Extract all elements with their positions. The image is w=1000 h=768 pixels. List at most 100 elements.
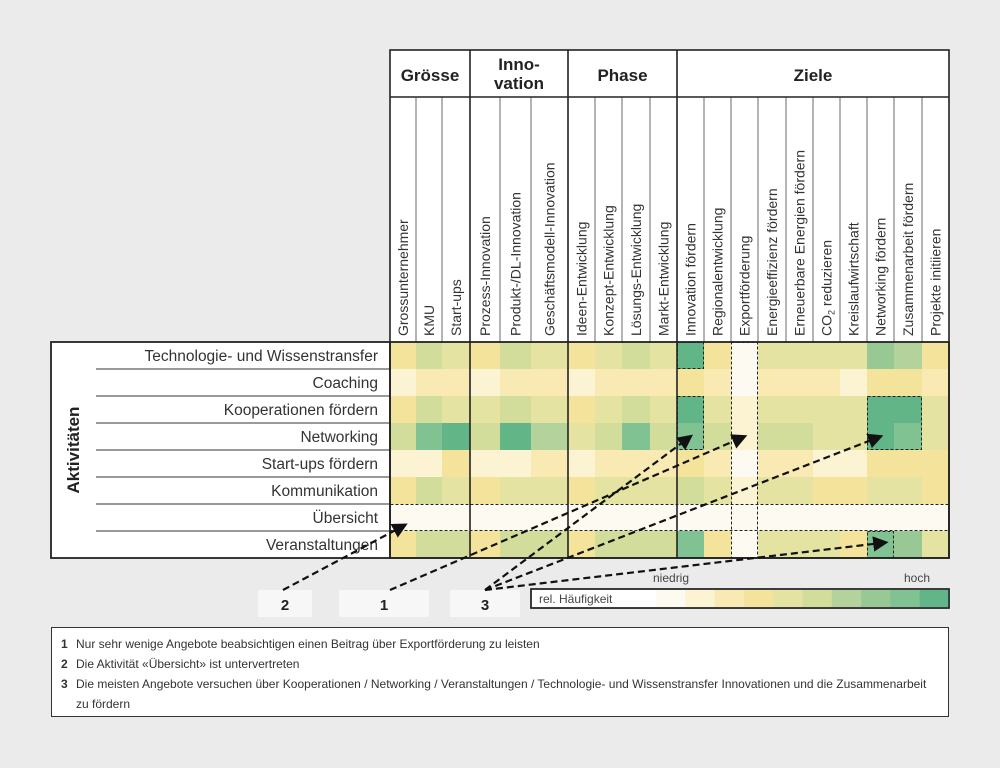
marker-label: 1 (380, 597, 388, 614)
heatmap-cell (731, 450, 759, 478)
heatmap-cell (622, 504, 651, 532)
heatmap-cell (813, 531, 841, 559)
heatmap-cell (840, 342, 868, 370)
heatmap-cell (677, 504, 705, 532)
row-label: Coaching (313, 375, 379, 392)
legend-swatch (802, 590, 833, 607)
heatmap-cell (416, 342, 443, 370)
row-label: Networking (300, 429, 378, 446)
heatmap-cell (813, 396, 841, 424)
heatmap-cell (786, 342, 814, 370)
heatmap-cell (894, 450, 923, 478)
legend-swatch (861, 590, 891, 607)
highlight-box (390, 504, 949, 531)
heatmap-cell (390, 396, 417, 424)
heatmap-cell (786, 369, 814, 397)
heatmap-cell (568, 477, 596, 505)
heatmap-cell (622, 396, 651, 424)
highlight-box (731, 342, 758, 558)
legend-swatch (773, 590, 803, 607)
legend-swatch (890, 590, 920, 607)
heatmap-cell (622, 369, 651, 397)
heatmap-cell (840, 477, 868, 505)
heatmap-cell (894, 396, 923, 424)
heatmap-cell (650, 477, 678, 505)
heatmap-cell (622, 531, 651, 559)
heatmap-cell (442, 450, 471, 478)
heatmap-cell (867, 423, 895, 451)
heatmap-cell (677, 342, 705, 370)
heatmap-cell (840, 450, 868, 478)
heatmap-cell (500, 396, 532, 424)
heatmap-cell (595, 450, 623, 478)
group-label-innovation: Inno-vation (494, 55, 544, 93)
heatmap-cell (568, 531, 596, 559)
heatmap-cell (442, 531, 471, 559)
legend-swatch (656, 590, 686, 607)
heatmap-cell (677, 423, 705, 451)
legend-title: rel. Häufigkeit (539, 592, 613, 606)
heatmap-cell (922, 477, 950, 505)
row-label: Kooperationen fördern (224, 402, 378, 419)
footnote-text: Die meisten Angebote versuchen über Koop… (76, 677, 927, 711)
heatmap-cell (568, 423, 596, 451)
heatmap-cell (416, 450, 443, 478)
heatmap-cell (470, 369, 501, 397)
column-label: Grossunternehmer (395, 219, 411, 336)
grid-frame (50, 341, 950, 559)
marker-label: 3 (481, 597, 489, 614)
footnote-number: 3 (61, 677, 68, 691)
heatmap-cell (500, 477, 532, 505)
heatmap-cell (922, 423, 950, 451)
heatmap-cell (442, 396, 471, 424)
heatmap-cell (568, 369, 596, 397)
heatmap-cell (595, 396, 623, 424)
heatmap-cell (390, 342, 417, 370)
heatmap-cell (922, 369, 950, 397)
heatmap-cell (813, 369, 841, 397)
heatmap-cell (922, 450, 950, 478)
column-label: Kreislaufwirtschaft (846, 222, 862, 336)
heatmap-cell (677, 531, 705, 559)
heatmap-cell (416, 504, 443, 532)
heatmap-cell (531, 450, 569, 478)
heatmap-cell (622, 450, 651, 478)
heatmap-cell (786, 504, 814, 532)
heatmap-cell (867, 450, 895, 478)
marker-arrow (484, 536, 889, 592)
footnote-3: 3 Die meisten Angebote versuchen über Ko… (61, 674, 936, 714)
marker-box (258, 590, 312, 617)
heatmap-cell (758, 396, 787, 424)
heatmap-cell (731, 369, 759, 397)
heatmap-cell (470, 477, 501, 505)
heatmap-cell (731, 423, 759, 451)
heatmap-cell (390, 504, 417, 532)
header-background (390, 50, 949, 342)
column-label: CO2 reduzieren (819, 240, 837, 336)
heatmap-cell (786, 477, 814, 505)
heatmap-cell (650, 342, 678, 370)
heatmap-cell (416, 396, 443, 424)
heatmap-cell (568, 396, 596, 424)
column-label: Innovation fördern (683, 223, 699, 336)
heatmap-cell (867, 342, 895, 370)
heatmap-cell (500, 504, 532, 532)
highlight-box (867, 396, 922, 450)
heatmap-cell (622, 423, 651, 451)
heatmap-cell (704, 369, 732, 397)
heatmap-cell (568, 450, 596, 478)
heatmap-cell (894, 369, 923, 397)
heatmap-cell (731, 396, 759, 424)
heatmap-cell (442, 369, 471, 397)
heatmap-cell (677, 477, 705, 505)
column-label: Lösungs-Entwicklung (628, 204, 644, 336)
heatmap-cell (894, 531, 923, 559)
heatmap-cell (731, 477, 759, 505)
heatmap-cell (568, 342, 596, 370)
row-label: Start-ups fördern (262, 456, 378, 473)
heatmap-cell (442, 342, 471, 370)
heatmap-cell (500, 369, 532, 397)
heatmap-cell (922, 342, 950, 370)
heatmap-cell (531, 477, 569, 505)
heatmap-cell (813, 504, 841, 532)
